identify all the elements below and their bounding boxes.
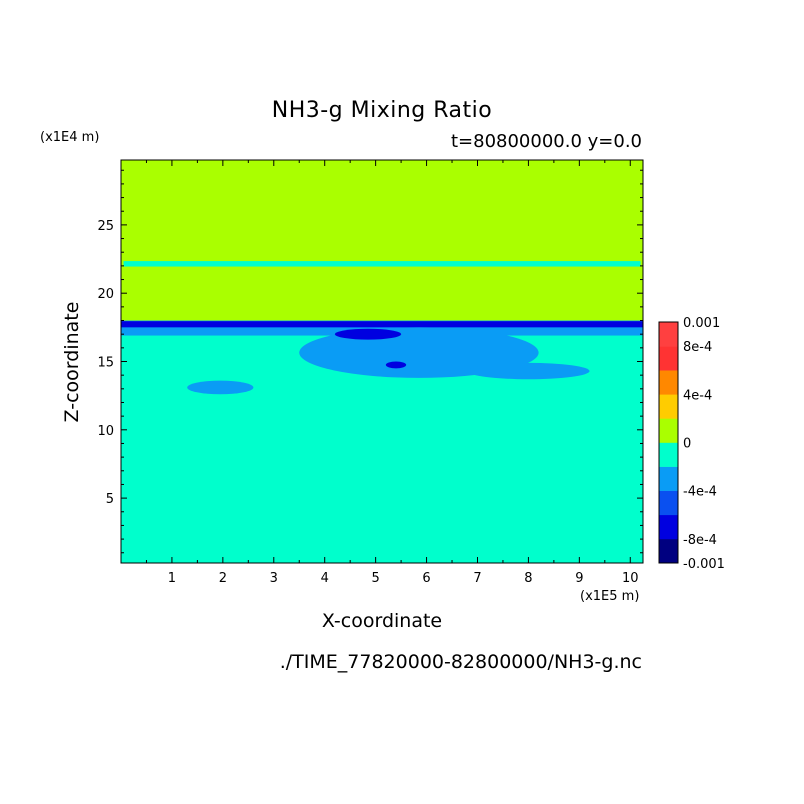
colorbar-segment bbox=[659, 442, 678, 467]
source-file-path: ./TIME_77820000-82800000/NH3-g.nc bbox=[279, 651, 642, 673]
region-band-18km-dark bbox=[121, 321, 643, 328]
colorbar-tick-label: 4e-4 bbox=[683, 388, 712, 403]
z-tick-label: 5 bbox=[106, 492, 114, 507]
colorbar-tick-label: 8e-4 bbox=[683, 340, 712, 355]
region-upper-layer bbox=[121, 160, 643, 322]
region-patch-14km bbox=[467, 362, 590, 380]
x-tick-label: 7 bbox=[473, 571, 481, 586]
z-tick-label: 20 bbox=[97, 287, 114, 302]
z-tick-label: 25 bbox=[97, 219, 114, 234]
x-tick-label: 8 bbox=[524, 571, 532, 586]
colorbar-tick-label: 0.001 bbox=[683, 316, 720, 331]
region-patch-13km bbox=[187, 380, 254, 395]
z-tick-label: 10 bbox=[97, 424, 114, 439]
x-tick-label: 4 bbox=[321, 571, 329, 586]
colorbar-segment bbox=[659, 394, 678, 419]
x-axis-label: X-coordinate bbox=[321, 610, 443, 632]
colorbar-tick-label: 0 bbox=[683, 437, 691, 452]
region-patch-16km bbox=[299, 327, 539, 378]
z-tick-label: 15 bbox=[97, 356, 114, 371]
colorbar-segment bbox=[659, 418, 678, 443]
colorbar-segment bbox=[659, 490, 678, 516]
region-strip-22km bbox=[123, 261, 641, 267]
colorbar-segment bbox=[659, 346, 678, 371]
x-axis-unit: (x1E5 m) bbox=[580, 589, 640, 604]
region-core-15km bbox=[385, 361, 407, 369]
x-tick-label: 3 bbox=[270, 571, 278, 586]
colorbar-tick-label: -4e-4 bbox=[683, 485, 717, 500]
x-tick-label: 9 bbox=[575, 571, 583, 586]
colorbar-ticks: 0.001 8e-4 4e-4 0 -4e-4 -8e-4 -0.001 bbox=[683, 316, 725, 572]
z-axis-unit: (x1E4 m) bbox=[40, 130, 100, 145]
region-core-17km bbox=[334, 328, 402, 340]
x-tick-label: 2 bbox=[219, 571, 227, 586]
z-axis-ticks: 5 10 15 20 25 bbox=[97, 169, 643, 554]
x-axis-ticks: 1 2 3 4 5 6 7 8 9 10 bbox=[145, 160, 639, 586]
colorbar-tick-label: -8e-4 bbox=[683, 533, 717, 548]
x-tick-label: 10 bbox=[622, 571, 639, 586]
chart-subtitle: t=80800000.0 y=0.0 bbox=[450, 131, 642, 152]
colorbar bbox=[658, 321, 679, 564]
colorbar-frame bbox=[658, 321, 679, 564]
colorbar-segment bbox=[659, 322, 678, 347]
colorbar-segment bbox=[659, 370, 678, 395]
colorbar-segment bbox=[659, 514, 678, 540]
x-tick-label: 1 bbox=[168, 571, 176, 586]
x-tick-label: 5 bbox=[371, 571, 379, 586]
colorbar-tick-label: -0.001 bbox=[683, 557, 725, 572]
colorbar-segment bbox=[659, 466, 678, 491]
colorbar-segment bbox=[659, 538, 678, 564]
contour-field bbox=[121, 160, 643, 563]
chart-title: NH3-g Mixing Ratio bbox=[271, 98, 493, 123]
x-tick-label: 6 bbox=[422, 571, 430, 586]
